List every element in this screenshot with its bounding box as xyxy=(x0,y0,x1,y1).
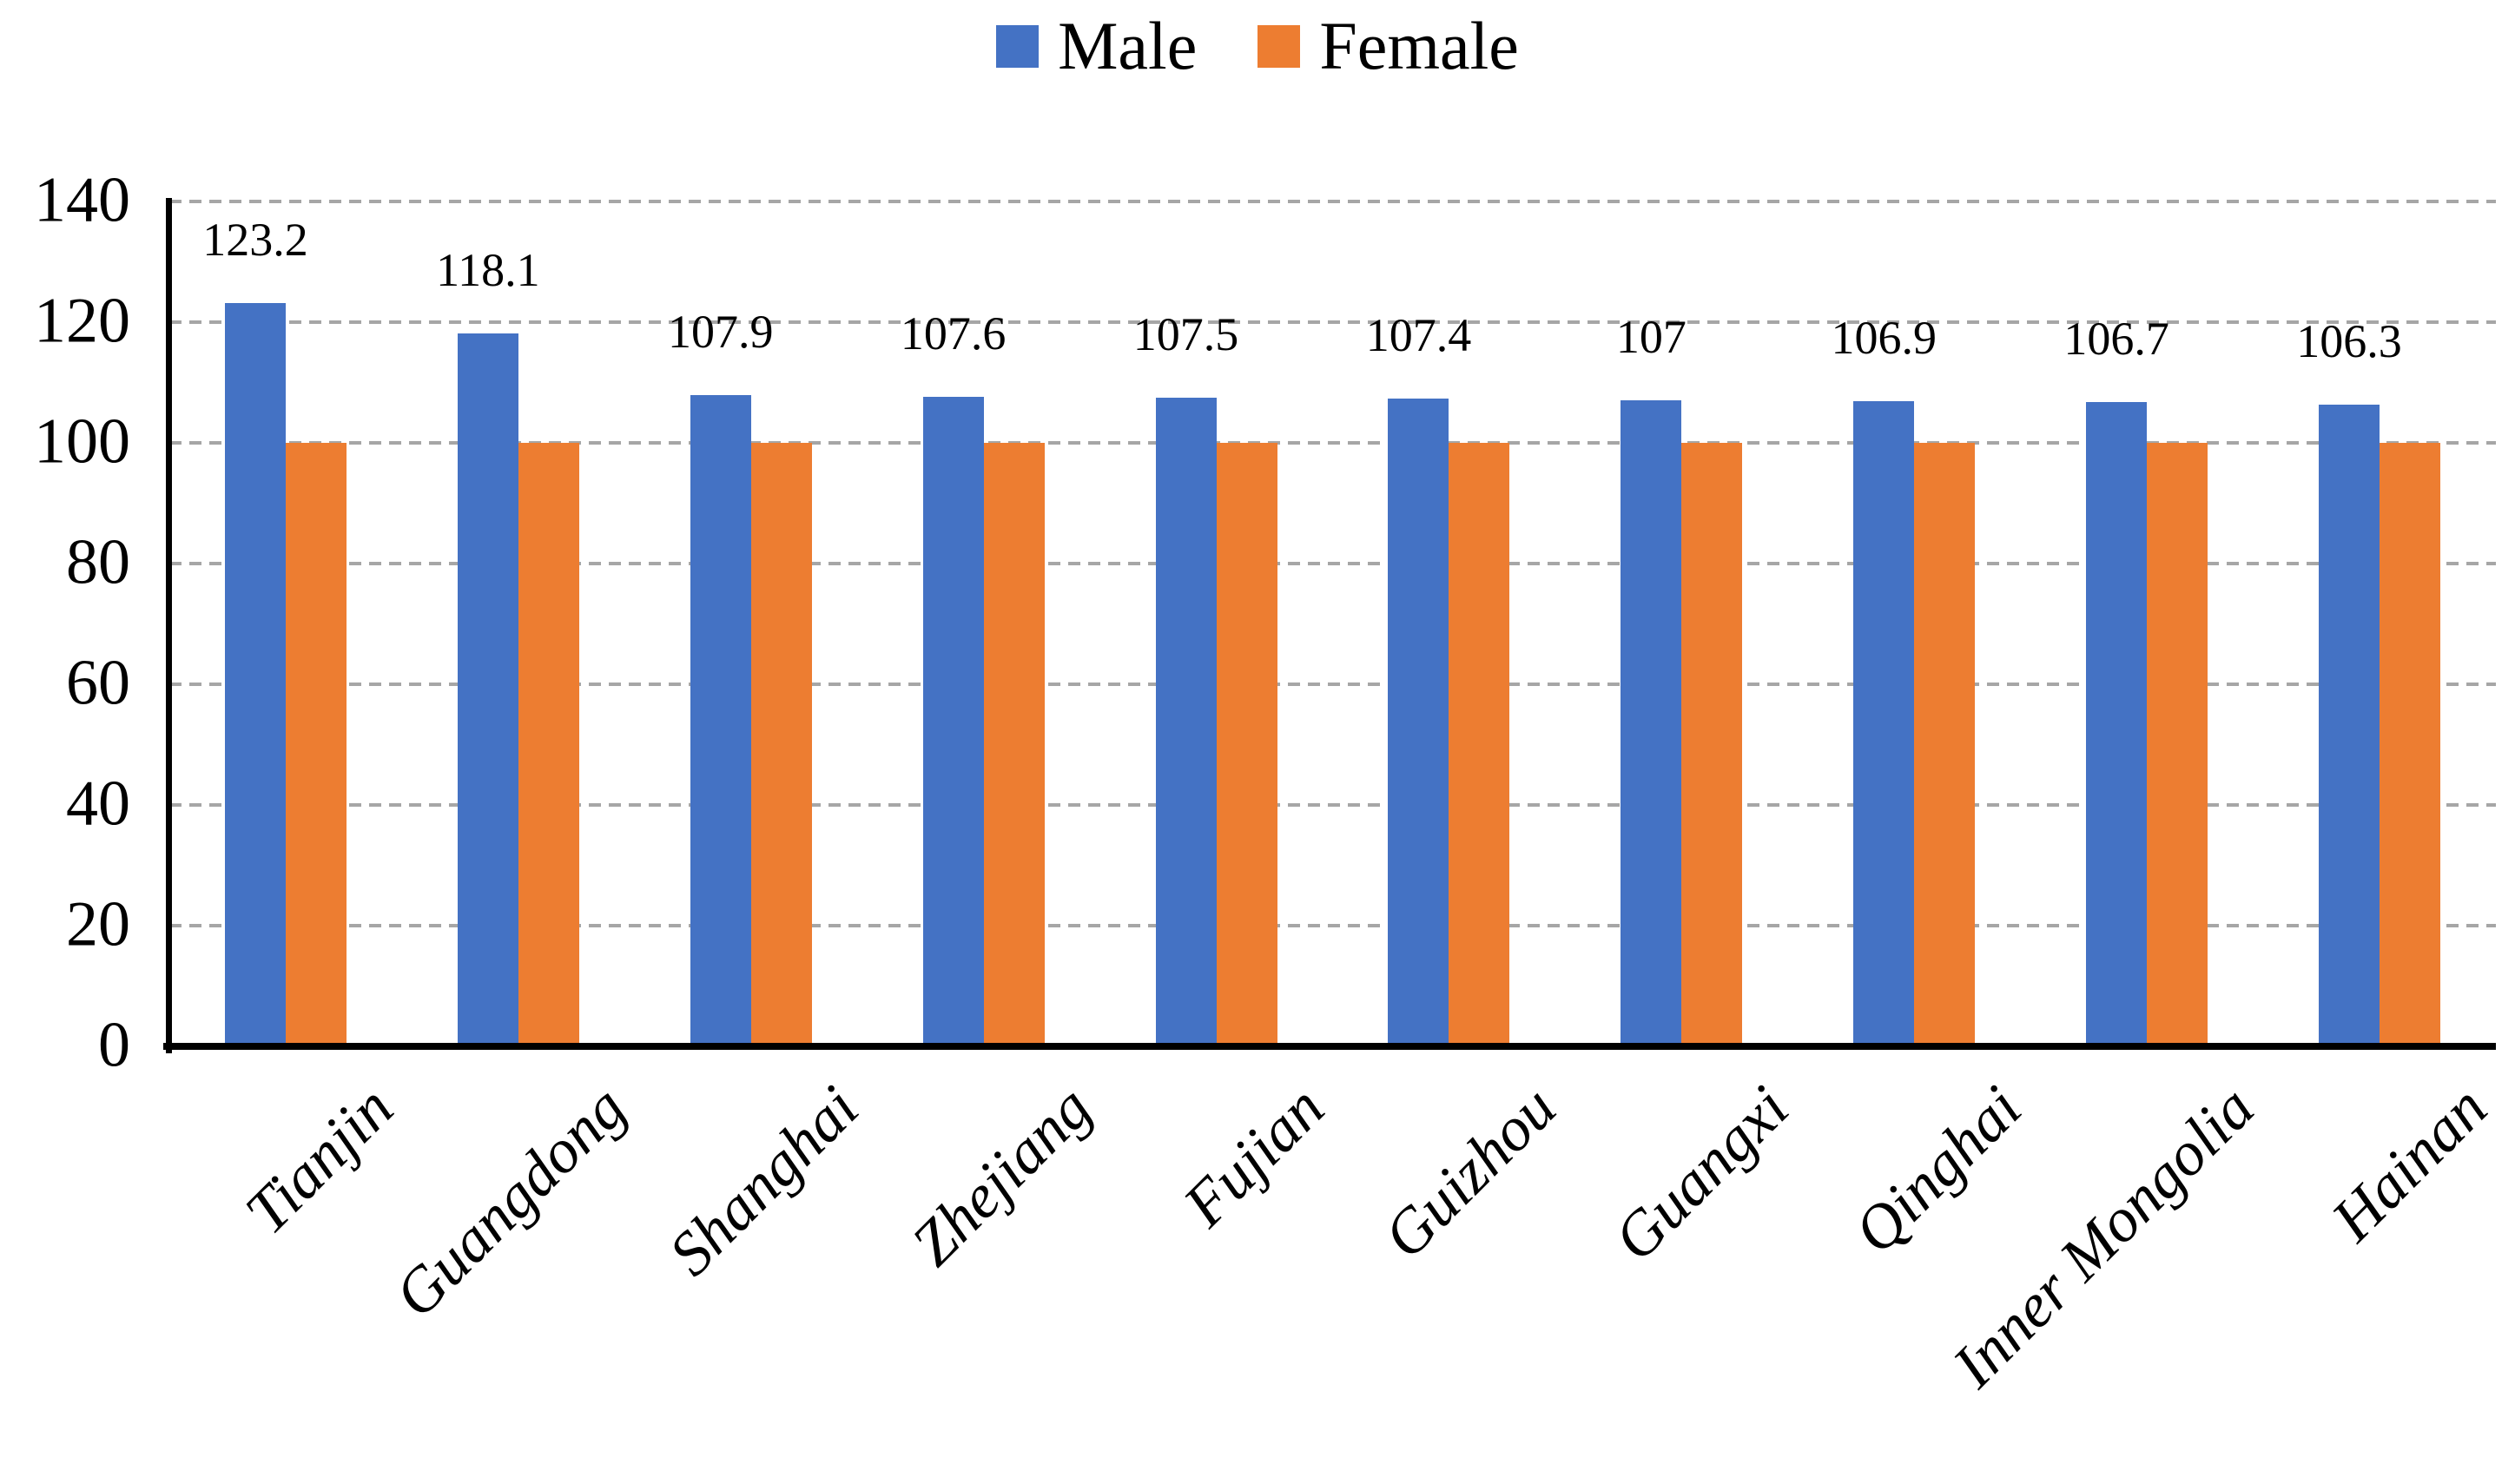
legend-item-female: Female xyxy=(1258,12,1519,80)
bar-male-shanghai xyxy=(690,395,751,1046)
bar-female-inner-mongolia xyxy=(2147,443,2208,1046)
bar-male-guangdong xyxy=(457,333,518,1046)
y-axis-tick-140: 140 xyxy=(34,164,130,236)
y-axis-tick-100: 100 xyxy=(34,406,130,478)
data-label-guangdong: 118.1 xyxy=(436,244,540,297)
bar-female-shanghai xyxy=(750,443,812,1046)
bar-male-fujian xyxy=(1155,397,1217,1046)
bar-female-tianjin xyxy=(285,443,347,1046)
legend-label-male: Male xyxy=(1058,8,1198,83)
female-color-swatch xyxy=(1258,24,1301,68)
x-axis-label-fujian: Fujian xyxy=(1169,1072,1337,1240)
chart-legend: Male Female xyxy=(0,12,2515,80)
x-axis-label-hainan: Hainan xyxy=(2318,1072,2500,1255)
y-axis-tick-80: 80 xyxy=(66,526,130,598)
bar-male-guangxi xyxy=(1621,400,1682,1046)
bar-male-inner-mongolia xyxy=(2086,402,2148,1046)
x-axis-line xyxy=(163,1043,2496,1050)
y-axis-tick-120: 120 xyxy=(34,285,130,357)
bar-female-zhejiang xyxy=(983,443,1045,1046)
gridline-40 xyxy=(169,803,2496,807)
gridline-20 xyxy=(169,924,2496,927)
x-axis-label-guizhou: Guizhou xyxy=(1370,1072,1570,1272)
gridline-140 xyxy=(169,200,2496,203)
legend-item-male: Male xyxy=(996,12,1197,80)
bar-male-hainan xyxy=(2319,405,2380,1046)
x-axis-label-guangdong: Guangdong xyxy=(380,1072,639,1331)
x-axis-label-tianjin: Tianjin xyxy=(231,1072,406,1248)
data-label-qinghai: 106.9 xyxy=(1831,312,1937,365)
data-label-tianjin: 123.2 xyxy=(202,213,308,266)
male-color-swatch xyxy=(996,24,1040,68)
data-label-fujian: 107.5 xyxy=(1132,307,1239,360)
gridline-80 xyxy=(169,562,2496,565)
gridline-60 xyxy=(169,683,2496,686)
bar-female-guangxi xyxy=(1681,443,1743,1046)
y-axis-tick-60: 60 xyxy=(66,647,130,719)
bar-female-guangdong xyxy=(518,443,579,1046)
y-axis-tick-0: 0 xyxy=(98,1009,130,1081)
y-axis-tick-40: 40 xyxy=(66,768,130,840)
gridline-120 xyxy=(169,320,2496,324)
gridline-100 xyxy=(169,441,2496,445)
y-axis-tick-20: 20 xyxy=(66,888,130,960)
x-axis-label-guangxi: Guangxi xyxy=(1601,1072,1803,1275)
legend-label-female: Female xyxy=(1319,8,1519,83)
data-label-guizhou: 107.4 xyxy=(1365,308,1472,361)
data-label-zhejiang: 107.6 xyxy=(900,307,1007,360)
x-axis-label-zhejiang: Zhejiang xyxy=(897,1072,1105,1279)
data-label-inner-mongolia: 106.7 xyxy=(2063,313,2169,366)
y-axis-line xyxy=(166,198,172,1053)
data-label-shanghai: 107.9 xyxy=(668,306,774,359)
bar-female-hainan xyxy=(2380,443,2441,1046)
x-axis-label-qinghai: Qinghai xyxy=(1840,1072,2035,1267)
bar-female-fujian xyxy=(1216,443,1277,1046)
data-label-hainan: 106.3 xyxy=(2296,315,2402,368)
data-label-guangxi: 107 xyxy=(1615,311,1687,364)
bar-male-guizhou xyxy=(1388,398,1449,1046)
bar-male-zhejiang xyxy=(922,397,984,1046)
bar-male-qinghai xyxy=(1853,401,1915,1046)
x-axis-label-shanghai: Shanghai xyxy=(655,1072,872,1289)
bar-male-tianjin xyxy=(224,302,286,1046)
bar-female-guizhou xyxy=(1449,443,1510,1046)
bar-female-qinghai xyxy=(1914,443,1976,1046)
